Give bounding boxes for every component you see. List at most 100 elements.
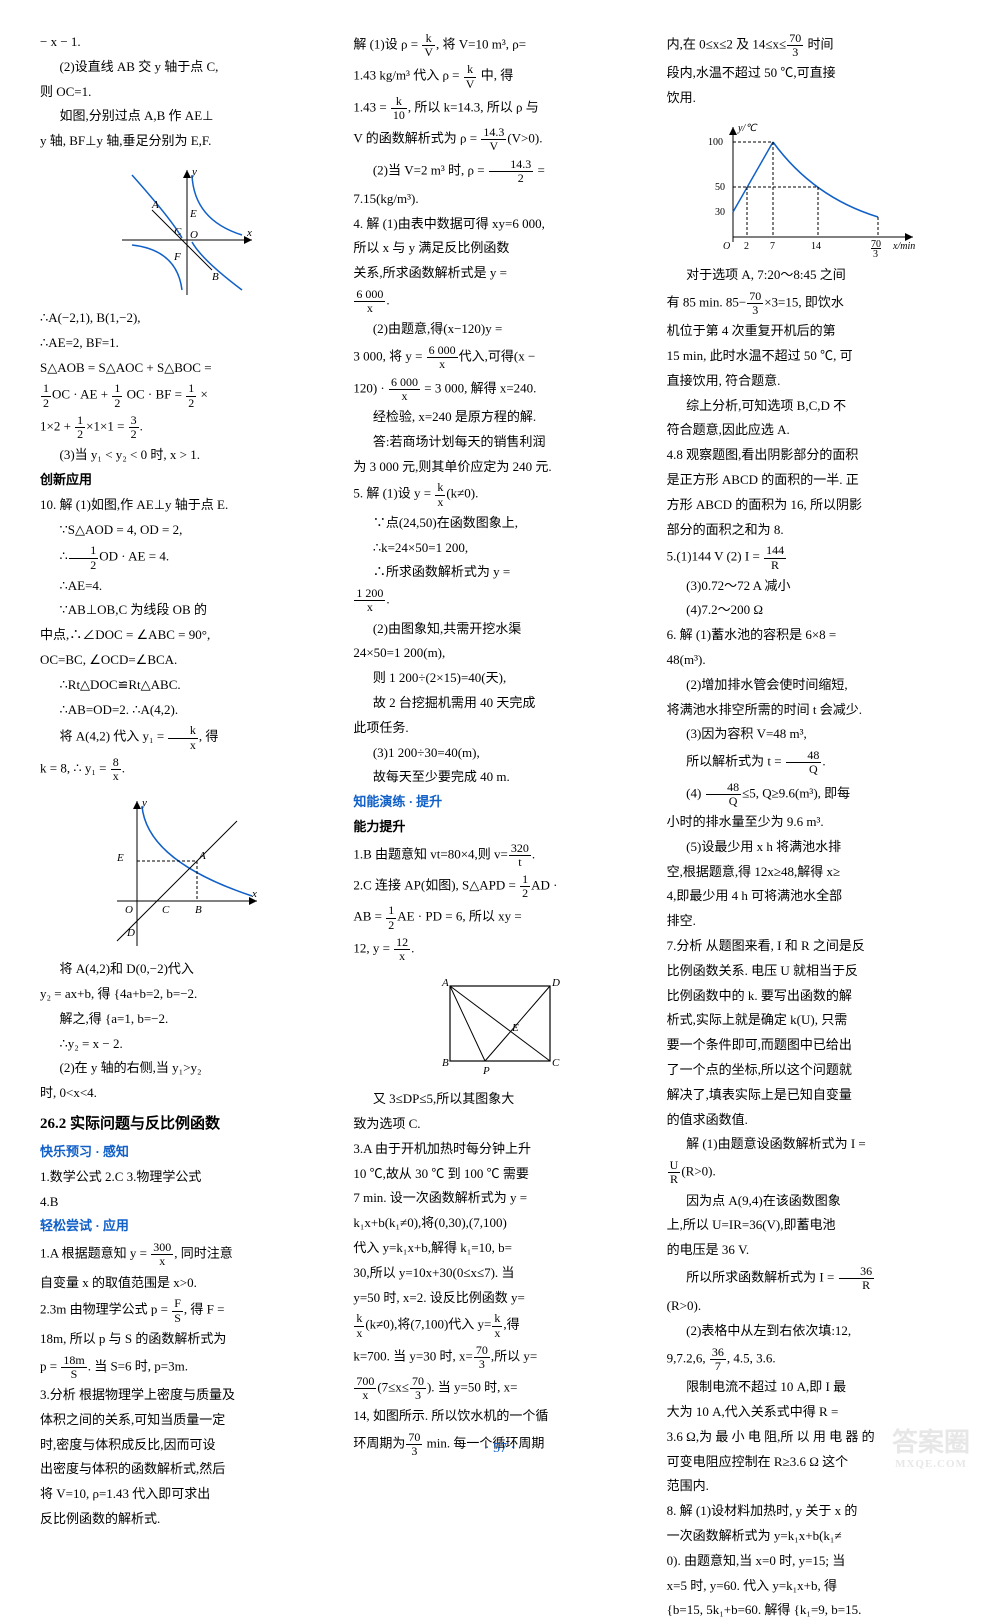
svg-text:E: E <box>511 1022 519 1034</box>
text: 比例函数中的 k. 要写出函数的解 <box>667 986 960 1007</box>
text: 析式,实际上就是确定 k(U), 只需 <box>667 1010 960 1031</box>
graph-rectangle: A D B P C E <box>353 971 646 1081</box>
text: 解决了,填表实际上是已知自变量 <box>667 1085 960 1106</box>
text: 3.分析 根据物理学上密度与质量及 <box>40 1385 333 1406</box>
subsection-title: 轻松尝试 · 应用 <box>40 1216 333 1237</box>
text: ∴AB=OD=2. ∴A(4,2). <box>40 700 333 721</box>
heading: 能力提升 <box>353 817 646 838</box>
subsection-title: 知能演练 · 提升 <box>353 792 646 813</box>
text: 将 A(4,2)和 D(0,−2)代入 <box>40 959 333 980</box>
text: 此项任务. <box>353 718 646 739</box>
text: 700x(7≤x≤703). 当 y=50 时, x= <box>353 1375 646 1402</box>
svg-text:y: y <box>141 797 147 809</box>
text: 了一个点的坐标,所以这个问题就 <box>667 1060 960 1081</box>
text: 有 85 min. 85−703×3=15, 即饮水 <box>667 290 960 317</box>
text: 解之,得 {a=1, b=−2. <box>40 1009 333 1030</box>
svg-text:E: E <box>116 852 124 864</box>
svg-text:A: A <box>151 199 159 211</box>
svg-text:7: 7 <box>770 241 775 252</box>
text: (2)设直线 AB 交 y 轴于点 C, <box>40 57 333 78</box>
text: ∴A(−2,1), B(1,−2), <box>40 308 333 329</box>
svg-text:O: O <box>190 229 198 241</box>
text: 时, 0<x<4. <box>40 1083 333 1104</box>
text: 比例函数关系. 电压 U 就相当于反 <box>667 961 960 982</box>
text: 饮用. <box>667 88 960 109</box>
svg-text:100: 100 <box>708 137 723 148</box>
text: 大为 10 A,代入关系式中得 R = <box>667 1402 960 1423</box>
text: 对于选项 A, 7:20～8:45 之间 <box>667 265 960 286</box>
text: 14, 如图所示. 所以饮水机的一个循 <box>353 1406 646 1427</box>
svg-text:50: 50 <box>715 182 725 193</box>
text: (2)由图象知,共需开挖水渠 <box>353 619 646 640</box>
text: 2.C 连接 AP(如图), S△APD = 12AD · <box>353 873 646 900</box>
text: 1.B 由题意知 vt=80×4,则 v=320t. <box>353 842 646 869</box>
text: 致为选项 C. <box>353 1114 646 1135</box>
text: 24×50=1 200(m), <box>353 643 646 664</box>
svg-text:x/min: x/min <box>892 241 915 252</box>
text: 1.数学公式 2.C 3.物理学公式 <box>40 1167 333 1188</box>
text: 4.B <box>40 1192 333 1213</box>
text: 排空. <box>667 911 960 932</box>
text: 将 A(4,2) 代入 y₁ = kx, 得 <box>40 724 333 751</box>
text: − x − 1. <box>40 32 333 53</box>
text: ∴AE=4. <box>40 576 333 597</box>
text: 是正方形 ABCD 的面积的一半. 正 <box>667 470 960 491</box>
svg-text:14: 14 <box>811 241 821 252</box>
svg-text:30: 30 <box>715 207 725 218</box>
text: 8. 解 (1)设材料加热时, y 关于 x 的 <box>667 1501 960 1522</box>
text: 12OC · AE + 12 OC · BF = 12 × <box>40 382 333 409</box>
text: 3 000, 将 y = 6 000x代入,可得(x − <box>353 344 646 371</box>
watermark-sub: MXQE.COM <box>892 1458 970 1470</box>
text: V 的函数解析式为 ρ = 14.3V(V>0). <box>353 126 646 153</box>
text: 的值求函数值. <box>667 1110 960 1131</box>
text: (R>0). <box>667 1296 960 1317</box>
text: (2)增加排水管会使时间缩短, <box>667 675 960 696</box>
svg-text:B: B <box>442 1057 449 1069</box>
text: p = 18mS. 当 S=6 时, p=3m. <box>40 1354 333 1381</box>
svg-text:D: D <box>126 927 135 939</box>
svg-text:P: P <box>482 1065 490 1077</box>
text: 部分的面积之和为 8. <box>667 520 960 541</box>
text: 6. 解 (1)蓄水池的容积是 6×8 = <box>667 625 960 646</box>
svg-text:C: C <box>552 1057 560 1069</box>
text: k₁x+b(k₁≠0),将(0,30),(7,100) <box>353 1213 646 1234</box>
watermark: 答案圈 MXQE.COM <box>892 1429 970 1470</box>
text: (4) 48Q≤5, Q≥9.6(m³), 即每 <box>667 781 960 808</box>
text: OC=BC, ∠OCD=∠BCA. <box>40 650 333 671</box>
text: 自变量 x 的取值范围是 x>0. <box>40 1273 333 1294</box>
text: 综上分析,可知选项 B,C,D 不 <box>667 396 960 417</box>
text: k=700. 当 y=30 时, x=703,所以 y= <box>353 1344 646 1371</box>
text: 为 3 000 元,则其单价应定为 240 元. <box>353 457 646 478</box>
text: kx(k≠0),将(7,100)代入 y=kx,得 <box>353 1312 646 1339</box>
text: 4. 解 (1)由表中数据可得 xy=6 000, <box>353 214 646 235</box>
text: 符合题意,因此应选 A. <box>667 420 960 441</box>
svg-text:C: C <box>174 226 182 238</box>
text: 解 (1)设 ρ = kV, 将 V=10 m³, ρ= <box>353 32 646 59</box>
graph-hyperbola-1: A E O C F B x y <box>40 160 333 300</box>
text: 48(m³). <box>667 650 960 671</box>
svg-text:E: E <box>189 208 197 220</box>
text: 7.15(kg/m³). <box>353 189 646 210</box>
text: 则 OC=1. <box>40 82 333 103</box>
text: 18m, 所以 p 与 S 的函数解析式为 <box>40 1329 333 1350</box>
text: 解 (1)由题意设函数解析式为 I = <box>667 1134 960 1155</box>
text: 0). 由题意知,当 x=0 时, y=15; 当 <box>667 1551 960 1572</box>
text: y=50 时, x=2. 设反比例函数 y= <box>353 1288 646 1309</box>
text: 30,所以 y=10x+30(0≤x≤7). 当 <box>353 1263 646 1284</box>
svg-text:y/℃: y/℃ <box>737 123 758 134</box>
text: 2.3m 由物理学公式 p = FS, 得 F = <box>40 1297 333 1324</box>
svg-text:F: F <box>173 251 181 263</box>
text: (3)因为容积 V=48 m³, <box>667 724 960 745</box>
text: AB = 12AE · PD = 6, 所以 xy = <box>353 904 646 931</box>
text: 关系,所求函数解析式是 y = <box>353 263 646 284</box>
text: 直接饮用, 符合题意. <box>667 371 960 392</box>
text: 体积之间的关系,可知当质量一定 <box>40 1410 333 1431</box>
text: 故 2 台挖掘机需用 40 天完成 <box>353 693 646 714</box>
graph-hyperbola-2: E A O C B D x y <box>40 791 333 951</box>
text: 将 V=10, ρ=1.43 代入即可求出 <box>40 1484 333 1505</box>
text: 15 min, 此时水温不超过 50 ℃, 可 <box>667 346 960 367</box>
svg-text:x: x <box>251 888 257 900</box>
svg-text:y: y <box>191 166 197 178</box>
text: 所以所求函数解析式为 I = 36R <box>667 1265 960 1292</box>
text: 答:若商场计划每天的销售利润 <box>353 432 646 453</box>
